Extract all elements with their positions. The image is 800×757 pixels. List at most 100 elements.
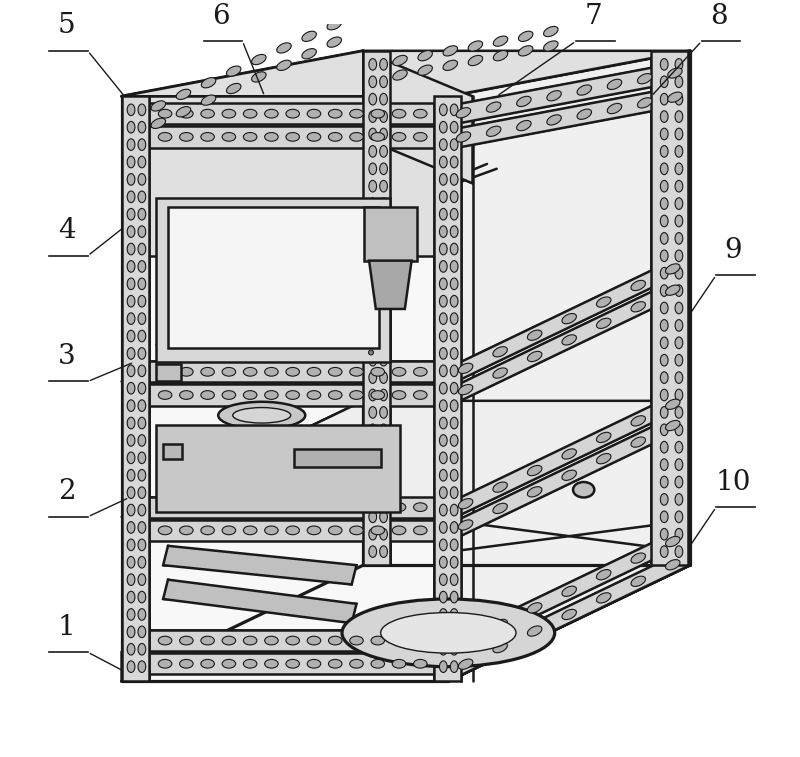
Ellipse shape	[127, 191, 135, 203]
Polygon shape	[363, 51, 473, 183]
Ellipse shape	[450, 574, 458, 585]
Ellipse shape	[675, 163, 682, 175]
Ellipse shape	[369, 215, 377, 227]
Ellipse shape	[277, 61, 291, 70]
Ellipse shape	[233, 407, 290, 423]
Ellipse shape	[222, 659, 236, 668]
Ellipse shape	[222, 503, 236, 512]
Ellipse shape	[179, 367, 193, 376]
Ellipse shape	[176, 107, 190, 117]
Ellipse shape	[369, 76, 377, 88]
Ellipse shape	[439, 243, 447, 255]
Text: 1: 1	[58, 614, 75, 640]
Ellipse shape	[675, 424, 682, 435]
Ellipse shape	[179, 526, 193, 534]
Ellipse shape	[675, 459, 682, 470]
Ellipse shape	[369, 163, 377, 175]
Ellipse shape	[138, 556, 146, 568]
Ellipse shape	[418, 65, 432, 75]
Ellipse shape	[138, 504, 146, 516]
Ellipse shape	[286, 636, 299, 645]
Ellipse shape	[450, 539, 458, 550]
Ellipse shape	[414, 109, 427, 118]
Ellipse shape	[381, 612, 516, 653]
Ellipse shape	[675, 76, 682, 88]
Ellipse shape	[392, 391, 406, 400]
Ellipse shape	[660, 163, 668, 175]
Ellipse shape	[675, 389, 682, 400]
Ellipse shape	[371, 636, 385, 645]
Ellipse shape	[201, 526, 214, 534]
Ellipse shape	[127, 522, 135, 533]
Ellipse shape	[517, 96, 531, 107]
Ellipse shape	[138, 469, 146, 481]
Ellipse shape	[127, 226, 135, 238]
Ellipse shape	[350, 367, 363, 376]
Ellipse shape	[392, 659, 406, 668]
Ellipse shape	[138, 260, 146, 273]
Ellipse shape	[371, 659, 385, 668]
Text: 7: 7	[585, 2, 602, 30]
Ellipse shape	[380, 407, 387, 418]
Ellipse shape	[243, 391, 257, 400]
Ellipse shape	[138, 400, 146, 412]
Ellipse shape	[369, 424, 377, 435]
Ellipse shape	[573, 482, 594, 497]
Ellipse shape	[380, 476, 387, 488]
Ellipse shape	[127, 661, 135, 672]
Ellipse shape	[286, 109, 299, 118]
Ellipse shape	[371, 391, 385, 400]
Ellipse shape	[369, 354, 377, 366]
Ellipse shape	[458, 499, 473, 509]
Ellipse shape	[607, 79, 622, 89]
Ellipse shape	[660, 93, 668, 105]
Bar	[364, 207, 418, 260]
Ellipse shape	[369, 528, 377, 540]
Ellipse shape	[380, 354, 387, 366]
Ellipse shape	[414, 367, 427, 376]
Ellipse shape	[286, 659, 299, 668]
Ellipse shape	[493, 503, 507, 513]
Ellipse shape	[597, 453, 611, 464]
Ellipse shape	[675, 58, 682, 70]
Ellipse shape	[493, 347, 507, 357]
Ellipse shape	[286, 503, 299, 512]
Ellipse shape	[138, 156, 146, 168]
Bar	[149, 96, 434, 256]
Ellipse shape	[597, 569, 611, 580]
Ellipse shape	[201, 659, 214, 668]
Ellipse shape	[392, 526, 406, 534]
Ellipse shape	[493, 643, 507, 653]
Ellipse shape	[307, 526, 321, 534]
Ellipse shape	[243, 636, 257, 645]
Ellipse shape	[127, 260, 135, 273]
Ellipse shape	[527, 603, 542, 613]
Ellipse shape	[450, 556, 458, 568]
Ellipse shape	[380, 128, 387, 140]
Ellipse shape	[138, 278, 146, 290]
Ellipse shape	[675, 546, 682, 557]
Ellipse shape	[127, 156, 135, 168]
Ellipse shape	[369, 494, 377, 505]
Ellipse shape	[562, 586, 577, 597]
Ellipse shape	[380, 511, 387, 522]
Ellipse shape	[138, 139, 146, 151]
Ellipse shape	[450, 365, 458, 377]
Bar	[156, 364, 181, 382]
Ellipse shape	[127, 330, 135, 342]
Ellipse shape	[243, 132, 257, 142]
Ellipse shape	[138, 591, 146, 603]
Ellipse shape	[631, 576, 646, 587]
Ellipse shape	[597, 432, 611, 443]
Ellipse shape	[158, 367, 172, 376]
Ellipse shape	[127, 347, 135, 360]
Ellipse shape	[439, 347, 447, 360]
Ellipse shape	[329, 526, 342, 534]
Ellipse shape	[486, 126, 501, 136]
Ellipse shape	[380, 302, 387, 314]
Ellipse shape	[369, 389, 377, 400]
Ellipse shape	[660, 111, 668, 123]
Ellipse shape	[158, 659, 172, 668]
Ellipse shape	[456, 107, 470, 118]
Ellipse shape	[222, 526, 236, 534]
